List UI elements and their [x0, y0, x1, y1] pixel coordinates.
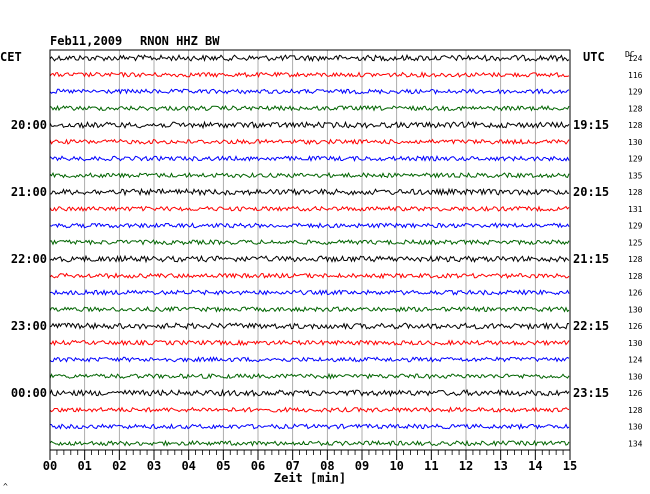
seismic-trace [49, 71, 570, 79]
seismic-trace [49, 154, 570, 163]
dc-value-label: 128 [628, 272, 643, 281]
x-tick-label: 00 [43, 459, 57, 473]
dc-value-label: 125 [628, 238, 643, 247]
dc-value-label: 131 [628, 205, 643, 214]
dc-value-label: 129 [628, 155, 643, 164]
right-zone-label: UTC [583, 50, 605, 64]
utc-hour-label: 21:15 [573, 252, 609, 266]
utc-hour-label: 22:15 [573, 319, 609, 333]
x-tick-label: 12 [459, 459, 473, 473]
seismic-trace [49, 439, 570, 447]
x-tick-label: 04 [181, 459, 195, 473]
dc-value-label: 128 [628, 104, 643, 113]
x-tick-label: 11 [424, 459, 438, 473]
dc-value-label: 134 [628, 439, 643, 448]
x-tick-label: 10 [389, 459, 403, 473]
seismic-trace [49, 321, 570, 331]
x-tick-label: 13 [493, 459, 507, 473]
dc-value-label: 124 [628, 54, 643, 63]
seismic-trace [49, 104, 570, 112]
seismic-trace [49, 356, 570, 363]
x-tick-label: 09 [355, 459, 369, 473]
cet-hour-label: 23:00 [11, 319, 47, 333]
dc-value-label: 126 [628, 389, 643, 398]
dc-value-label: 130 [628, 305, 643, 314]
x-tick-label: 03 [147, 459, 161, 473]
dc-value-label: 124 [628, 356, 643, 365]
dc-value-label: 116 [628, 71, 643, 80]
x-tick-label: 05 [216, 459, 230, 473]
x-tick-label: 07 [285, 459, 299, 473]
dc-value-label: 128 [628, 188, 643, 197]
seismic-trace [49, 53, 570, 63]
footer-mark: ^ [3, 482, 8, 491]
cet-hour-label: 22:00 [11, 252, 47, 266]
x-tick-label: 14 [528, 459, 542, 473]
seismic-trace [49, 171, 570, 179]
header-station: RNON HHZ BW [140, 34, 220, 48]
seismic-trace [49, 205, 570, 213]
cet-hour-label: 21:00 [11, 185, 47, 199]
dc-value-label: 135 [628, 171, 643, 180]
seismic-trace [49, 239, 570, 246]
chart-labels: 00 01 02 03 04 05 06 07 08 09 10 11 12 13 14 15 124 116 12… [11, 54, 643, 473]
dc-value-label: 129 [628, 88, 643, 97]
utc-hour-label: 19:15 [573, 118, 609, 132]
seismic-trace [49, 288, 570, 297]
x-tick-label: 01 [77, 459, 91, 473]
left-zone-label: CET [0, 50, 22, 64]
x-tick-label: 06 [251, 459, 265, 473]
cet-hour-label: 20:00 [11, 118, 47, 132]
dc-value-label: 126 [628, 289, 643, 298]
dc-value-label: 130 [628, 339, 643, 348]
x-tick-label: 02 [112, 459, 126, 473]
dc-value-label: 130 [628, 372, 643, 381]
seismic-trace [49, 272, 570, 280]
utc-hour-label: 23:15 [573, 386, 609, 400]
seismic-trace [49, 138, 570, 146]
dc-value-label: 126 [628, 322, 643, 331]
dc-value-label: 128 [628, 406, 643, 415]
seismic-trace [49, 339, 570, 347]
seismic-trace [49, 120, 570, 130]
seismic-trace [49, 254, 570, 264]
dc-value-label: 130 [628, 423, 643, 432]
seismic-trace [49, 422, 570, 431]
cet-hour-label: 00:00 [11, 386, 47, 400]
x-tick-label: 08 [320, 459, 334, 473]
seismic-trace [49, 372, 570, 380]
plot-frame [49, 49, 571, 451]
seismic-trace [49, 388, 570, 398]
header-date: Feb11,2009 [50, 34, 122, 48]
dc-value-label: 128 [628, 121, 643, 130]
seismic-trace [49, 305, 570, 313]
seismic-traces [49, 53, 570, 447]
seismic-trace [49, 222, 570, 229]
seismic-trace [49, 88, 570, 95]
seismic-trace [49, 406, 570, 413]
x-axis-label: Zeit [min] [274, 471, 346, 485]
dc-value-label: 129 [628, 222, 643, 231]
dc-column-label: DC [625, 50, 635, 59]
dc-value-label: 128 [628, 255, 643, 264]
utc-hour-label: 20:15 [573, 185, 609, 199]
x-tick-label: 15 [563, 459, 577, 473]
seismic-trace [49, 187, 569, 197]
dc-value-label: 130 [628, 138, 643, 147]
grid-lines [49, 50, 571, 460]
